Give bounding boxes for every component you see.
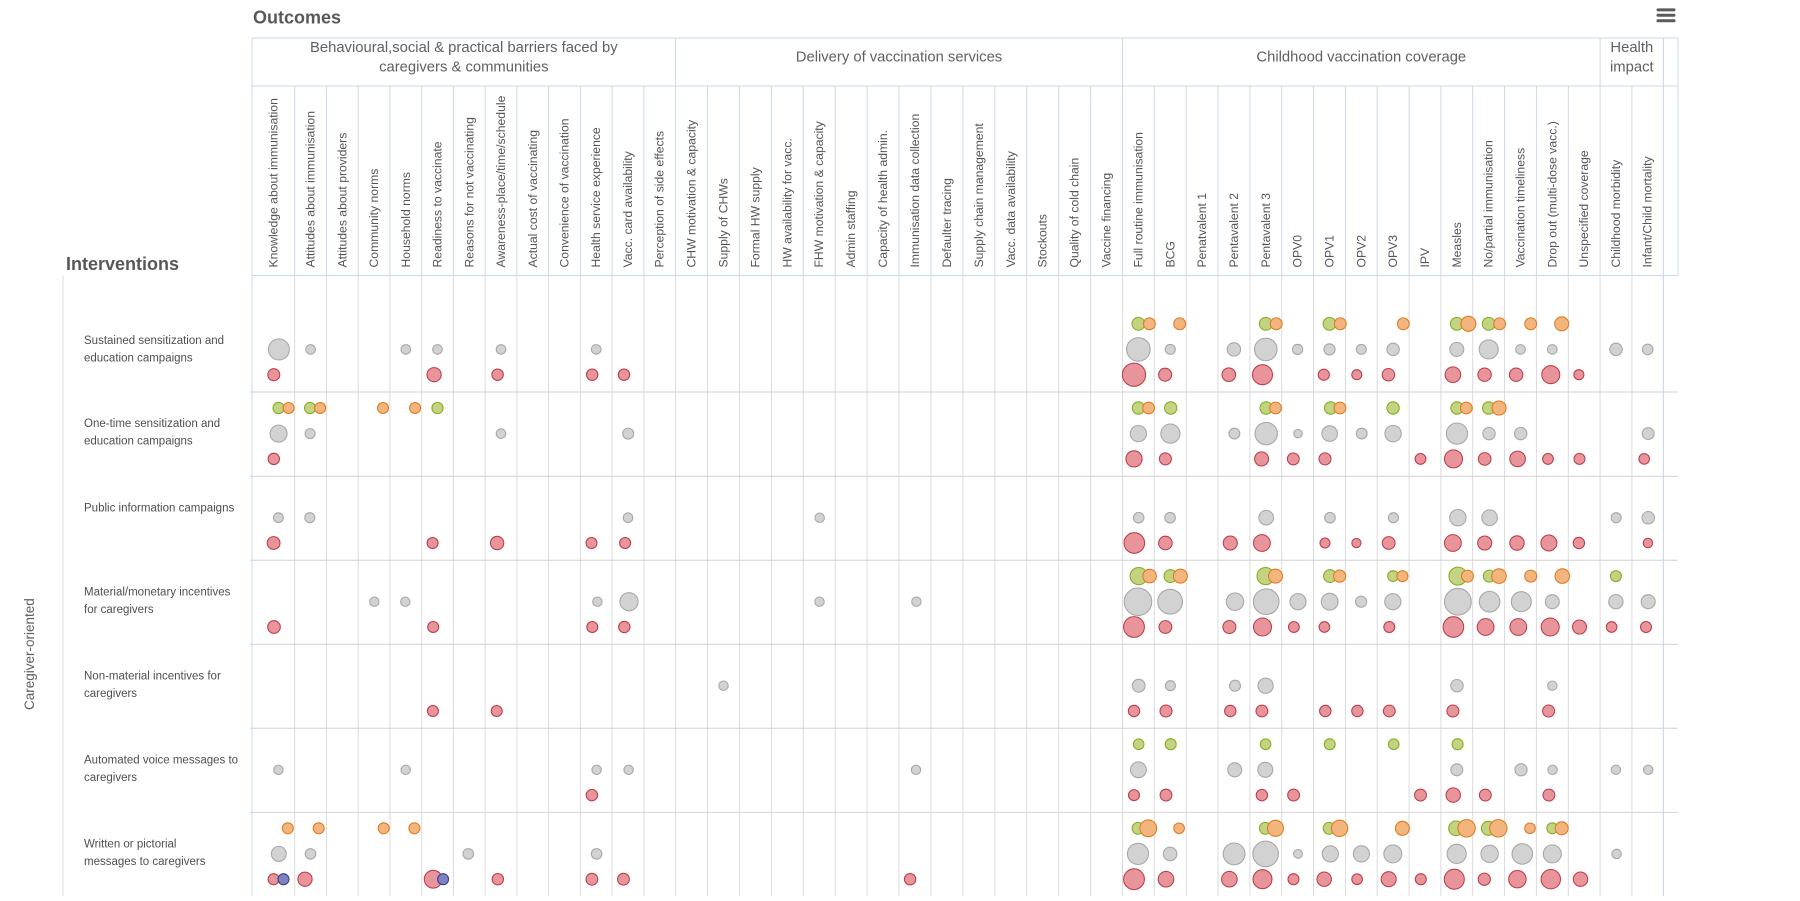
svg-text:Pentavalent 2: Pentavalent 2 xyxy=(1227,193,1241,268)
svg-text:Written or pictorial: Written or pictorial xyxy=(84,839,176,851)
svg-text:Awareness-place/time/schedule: Awareness-place/time/schedule xyxy=(494,95,508,267)
svg-text:Interventions: Interventions xyxy=(66,254,179,274)
svg-text:for caregivers: for caregivers xyxy=(84,604,154,616)
svg-text:messages to caregivers: messages to caregivers xyxy=(84,856,206,868)
svg-text:OPV1: OPV1 xyxy=(1323,235,1337,268)
svg-text:Vacc. data availability: Vacc. data availability xyxy=(1004,150,1018,267)
svg-text:Caregiver-oriented: Caregiver-oriented xyxy=(22,598,37,710)
svg-text:Quality of cold chain: Quality of cold chain xyxy=(1068,158,1082,268)
svg-text:Attitudes about immunisation: Attitudes about immunisation xyxy=(304,111,318,268)
svg-text:Community norms: Community norms xyxy=(367,169,381,268)
svg-text:Defaulter tracing: Defaulter tracing xyxy=(940,178,954,267)
svg-text:Household norms: Household norms xyxy=(399,172,413,268)
svg-text:FHW motivation & capacity: FHW motivation & capacity xyxy=(812,120,826,267)
svg-text:Childhood morbidity: Childhood morbidity xyxy=(1609,159,1623,268)
svg-text:Convenience of vaccination: Convenience of vaccination xyxy=(558,118,572,267)
svg-text:Outcomes: Outcomes xyxy=(253,8,341,28)
svg-text:HW availability for vacc.: HW availability for vacc. xyxy=(780,138,794,267)
svg-text:BCG: BCG xyxy=(1163,241,1177,267)
svg-text:Childhood vaccination coverage: Childhood vaccination coverage xyxy=(1256,50,1466,66)
svg-text:Health service experience: Health service experience xyxy=(589,127,603,267)
svg-text:OPV2: OPV2 xyxy=(1354,235,1368,268)
svg-text:Behavioural,social & practical: Behavioural,social & practical barriers … xyxy=(310,40,618,56)
svg-text:Material/monetary incentives: Material/monetary incentives xyxy=(84,586,231,598)
svg-text:Formal HW supply: Formal HW supply xyxy=(748,166,762,267)
svg-text:Reasons for not vaccinating: Reasons for not vaccinating xyxy=(462,117,476,267)
svg-text:OPV0: OPV0 xyxy=(1291,235,1305,268)
svg-text:One-time sensitization and: One-time sensitization and xyxy=(84,418,220,430)
svg-text:Admin staffing: Admin staffing xyxy=(844,190,858,267)
svg-text:education campaigns: education campaigns xyxy=(84,353,193,365)
svg-text:caregivers: caregivers xyxy=(84,772,137,784)
svg-text:Non-material incentives for: Non-material incentives for xyxy=(84,670,221,682)
svg-text:Infant/Child mortality: Infant/Child mortality xyxy=(1641,156,1655,268)
svg-text:Knowledge about immunisation: Knowledge about immunisation xyxy=(266,98,280,267)
svg-text:Attitudes about providers: Attitudes about providers xyxy=(335,133,349,268)
svg-text:Sustained sensitization and: Sustained sensitization and xyxy=(84,335,224,347)
svg-text:Full routine immunisation: Full routine immunisation xyxy=(1131,132,1145,267)
svg-text:Immunisation data collection: Immunisation data collection xyxy=(908,114,922,268)
svg-text:Vaccine financing: Vaccine financing xyxy=(1100,173,1114,268)
svg-text:Stockouts: Stockouts xyxy=(1036,214,1050,268)
svg-text:Public information campaigns: Public information campaigns xyxy=(84,502,234,514)
svg-text:Drop out (multi-dose vacc.): Drop out (multi-dose vacc.) xyxy=(1545,121,1559,267)
svg-text:Pentavalent 3: Pentavalent 3 xyxy=(1259,193,1273,268)
svg-text:Measles: Measles xyxy=(1450,222,1464,267)
svg-text:Vacc. card availability: Vacc. card availability xyxy=(621,150,635,267)
svg-text:Penatvalent 1: Penatvalent 1 xyxy=(1195,193,1209,268)
svg-text:Perception of side effects: Perception of side effects xyxy=(653,131,667,268)
svg-text:Supply chain management: Supply chain management xyxy=(972,123,986,268)
svg-text:Unspecified coverage: Unspecified coverage xyxy=(1577,150,1591,267)
svg-text:caregivers: caregivers xyxy=(84,688,137,700)
svg-text:Actual cost of vaccinating: Actual cost of vaccinating xyxy=(526,130,540,268)
svg-text:education campaigns: education campaigns xyxy=(84,436,193,448)
svg-text:Readiness to vaccinate: Readiness to vaccinate xyxy=(431,141,445,267)
svg-text:IPV: IPV xyxy=(1418,247,1432,268)
svg-text:Health: Health xyxy=(1610,40,1653,56)
svg-text:Delivery of vaccination servic: Delivery of vaccination services xyxy=(796,50,1002,66)
svg-text:Supply of CHWs: Supply of CHWs xyxy=(717,178,731,267)
svg-text:No/partial immunisation: No/partial immunisation xyxy=(1482,140,1496,267)
svg-text:caregivers & communities: caregivers & communities xyxy=(379,60,548,76)
svg-text:CHW motivation & capacity: CHW motivation & capacity xyxy=(685,119,699,268)
svg-text:Automated voice messages to: Automated voice messages to xyxy=(84,754,238,766)
svg-text:Capacity of health admin.: Capacity of health admin. xyxy=(876,130,890,268)
svg-text:OPV3: OPV3 xyxy=(1386,235,1400,268)
svg-text:impact: impact xyxy=(1610,60,1654,76)
svg-text:Vaccination timeliness: Vaccination timeliness xyxy=(1514,148,1528,268)
